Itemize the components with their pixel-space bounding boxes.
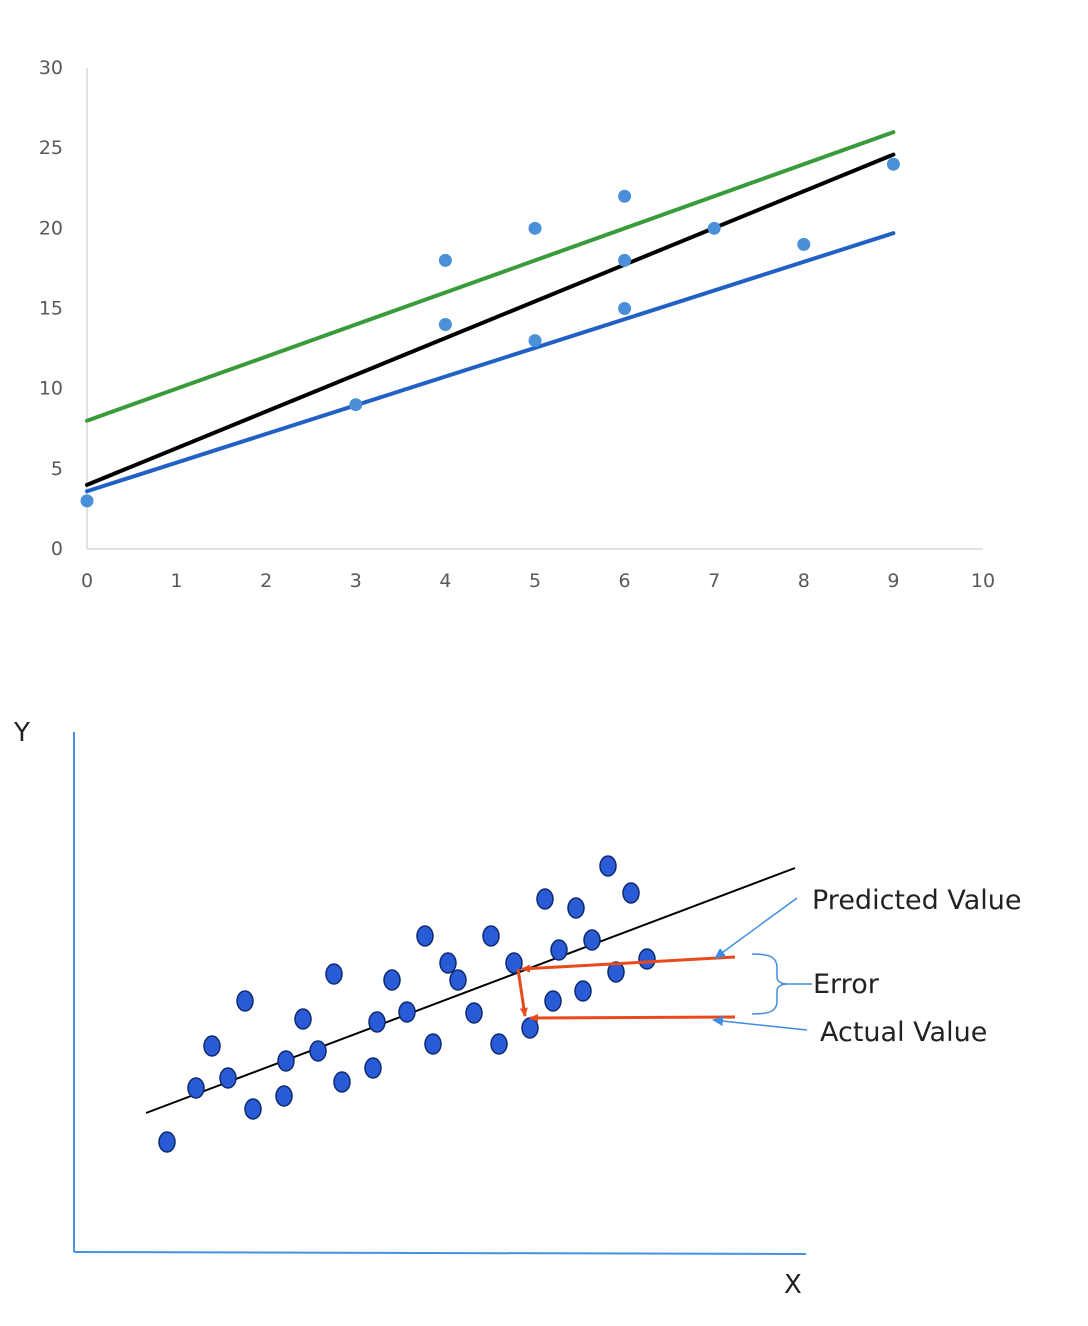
- x-tick-label: 0: [81, 570, 93, 592]
- data-point: [622, 882, 640, 904]
- actual-value-label: Actual Value: [820, 1017, 987, 1048]
- data-point: [219, 1067, 237, 1089]
- data-point: [583, 929, 601, 951]
- chart1-lines: [85, 130, 896, 494]
- regression-lines-chart: 0 1 2 3 4 5 6 7 8 9 10 0 5 10 15 20 25 30: [39, 57, 995, 592]
- data-point: [618, 189, 632, 203]
- y-tick-label: 10: [39, 378, 63, 400]
- x-tick-label: 8: [798, 570, 810, 592]
- data-point: [536, 888, 554, 910]
- x-tick-label: 7: [708, 570, 720, 592]
- data-point: [544, 990, 562, 1012]
- data-point: [349, 398, 363, 412]
- data-point: [309, 1040, 327, 1062]
- data-point: [236, 990, 254, 1012]
- x-tick-label: 5: [529, 570, 541, 592]
- data-point: [490, 1033, 508, 1055]
- x-tick-label: 6: [619, 570, 631, 592]
- data-point: [618, 302, 632, 315]
- data-point: [465, 1002, 483, 1024]
- x-tick-label: 10: [971, 570, 995, 592]
- x-axis-line: [73, 1251, 807, 1255]
- predicted-pointer: [714, 897, 798, 959]
- x-axis-label: X: [784, 1270, 802, 1300]
- data-point: [438, 318, 452, 332]
- data-point: [438, 253, 452, 267]
- chart1-points: [80, 157, 900, 508]
- data-point: [521, 1017, 539, 1039]
- data-point: [368, 1011, 386, 1033]
- lower-fit-line: [85, 231, 896, 494]
- y-tick-label: 0: [51, 538, 63, 560]
- data-point: [797, 237, 811, 251]
- data-point: [398, 1001, 416, 1023]
- data-point: [574, 980, 592, 1002]
- data-point: [550, 939, 568, 961]
- data-point: [886, 157, 900, 171]
- data-point: [203, 1035, 221, 1057]
- data-point: [449, 969, 467, 991]
- predicted-value-label: Predicted Value: [812, 885, 1021, 916]
- data-point: [528, 221, 542, 235]
- data-point: [187, 1077, 205, 1099]
- x-tick-label: 9: [887, 570, 899, 592]
- x-tick-label: 3: [350, 570, 362, 592]
- actual-arrow: [529, 1013, 736, 1022]
- data-points: [158, 855, 656, 1153]
- data-point: [567, 897, 585, 919]
- error-arrow: [516, 968, 528, 1017]
- data-point: [607, 961, 625, 983]
- data-point: [80, 494, 94, 508]
- x-tick-label: 4: [439, 570, 451, 592]
- data-point: [244, 1098, 262, 1120]
- data-point: [638, 948, 656, 970]
- regression-line: [145, 867, 796, 1114]
- data-point: [416, 925, 434, 947]
- data-point: [333, 1071, 351, 1093]
- chart1-axes: [86, 68, 983, 550]
- data-point: [294, 1008, 312, 1030]
- y-axis-label: Y: [13, 718, 30, 748]
- data-point: [599, 855, 617, 877]
- actual-pointer: [712, 1016, 808, 1031]
- data-point: [505, 952, 523, 974]
- data-point: [325, 963, 343, 985]
- y-tick-label: 25: [39, 137, 63, 159]
- data-point: [277, 1050, 295, 1072]
- y-tick-label: 15: [39, 298, 63, 320]
- data-point: [707, 221, 721, 235]
- error-label: Error: [813, 969, 880, 1000]
- x-tick-label: 1: [171, 570, 183, 592]
- upper-fit-line: [85, 130, 896, 423]
- data-point: [528, 334, 542, 348]
- y-tick-label: 20: [39, 217, 63, 239]
- data-point: [364, 1057, 382, 1079]
- error-brace: [751, 953, 789, 1015]
- y-tick-label: 5: [51, 458, 63, 480]
- chart1-tick-labels: 0 1 2 3 4 5 6 7 8 9 10 0 5 10 15 20 25 30: [39, 57, 995, 592]
- best-fit-line: [85, 152, 896, 487]
- data-point: [618, 253, 632, 267]
- data-point: [383, 969, 401, 991]
- x-tick-label: 2: [260, 570, 272, 592]
- predicted-arrow: [521, 955, 736, 973]
- error-arrows: [516, 955, 736, 1022]
- data-point: [275, 1085, 293, 1107]
- y-tick-label: 30: [39, 57, 63, 79]
- data-point: [158, 1131, 176, 1153]
- data-point: [439, 952, 457, 974]
- data-point: [482, 925, 500, 947]
- error-illustration-chart: Y X: [13, 718, 1021, 1300]
- annotation-pointers: [712, 897, 812, 1031]
- data-point: [424, 1033, 442, 1055]
